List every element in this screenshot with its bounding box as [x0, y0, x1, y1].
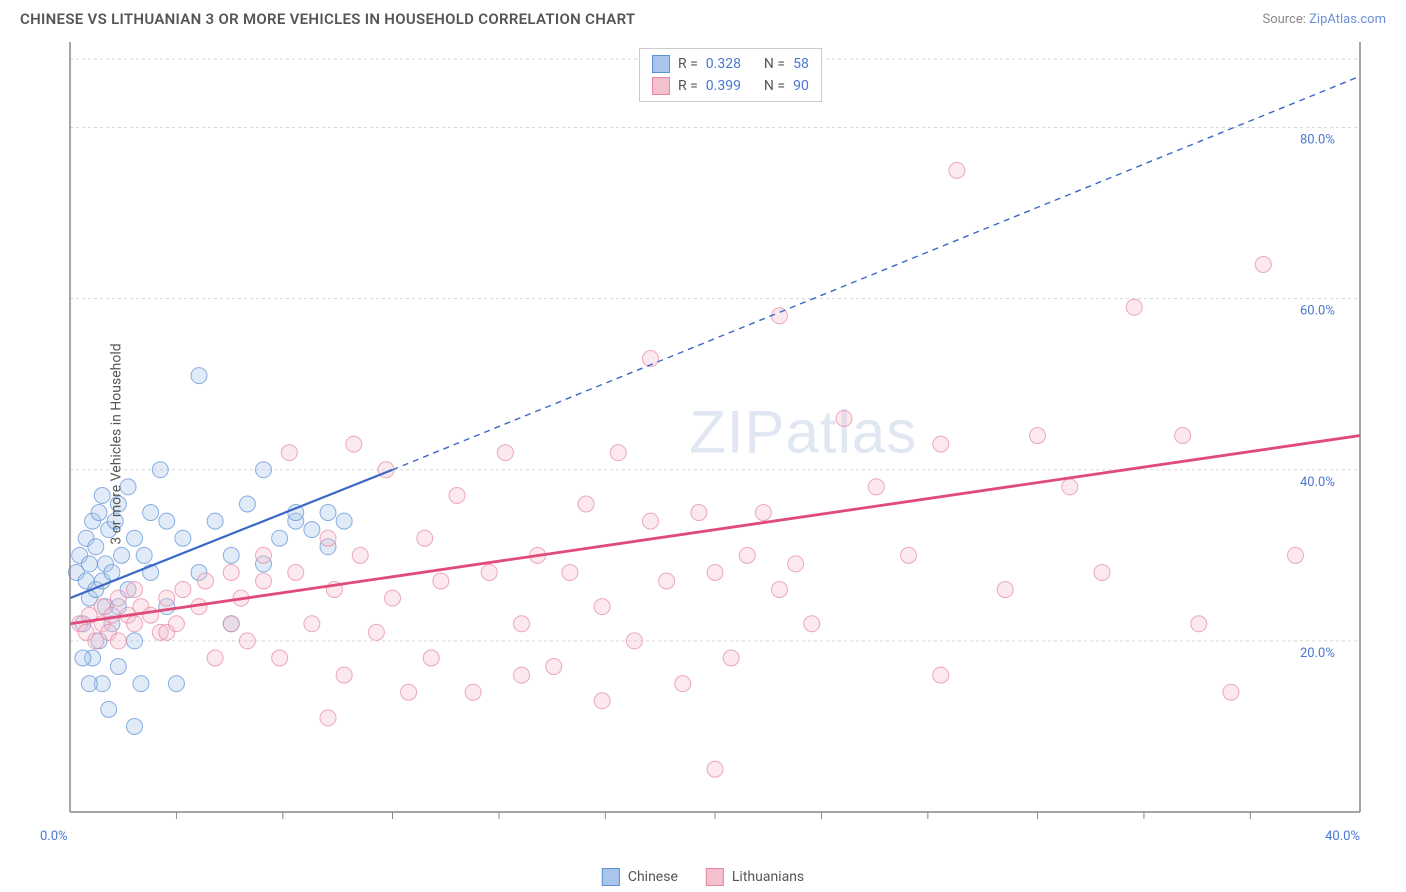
source-prefix: Source: — [1262, 12, 1309, 27]
legend-n-value: 58 — [793, 56, 809, 72]
chart-title: CHINESE VS LITHUANIAN 3 OR MORE VEHICLES… — [20, 10, 635, 28]
legend-r-label: R = — [678, 56, 698, 72]
series-legend-item: Lithuanians — [706, 868, 804, 886]
legend-n-label: N = — [764, 56, 785, 72]
y-axis-label: 3 or more Vehicles in Household — [109, 343, 125, 544]
source-link[interactable]: ZipAtlas.com — [1309, 12, 1386, 27]
legend-r-value: 0.328 — [706, 56, 741, 72]
source-attribution: Source: ZipAtlas.com — [1262, 12, 1386, 27]
chart-area: 3 or more Vehicles in Household 20.0% 40.… — [20, 34, 1386, 854]
svg-text:ZIPatlas: ZIPatlas — [689, 399, 917, 466]
legend-swatch — [706, 868, 724, 886]
chart-header: CHINESE VS LITHUANIAN 3 OR MORE VEHICLES… — [0, 0, 1406, 34]
svg-text:60.0%: 60.0% — [1300, 304, 1335, 319]
correlation-legend: R = 0.328 N = 58 R = 0.399 N = 90 — [639, 48, 822, 102]
legend-swatch — [652, 77, 670, 95]
legend-n-label: N = — [764, 78, 785, 94]
legend-row: R = 0.328 N = 58 — [652, 53, 809, 75]
legend-swatch — [602, 868, 620, 886]
legend-n-value: 90 — [793, 78, 809, 94]
series-legend-item: Chinese — [602, 868, 678, 886]
svg-text:20.0%: 20.0% — [1300, 646, 1335, 661]
series-legend: Chinese Lithuanians — [602, 868, 804, 886]
svg-text:0.0%: 0.0% — [40, 829, 68, 844]
legend-r-label: R = — [678, 78, 698, 94]
legend-row: R = 0.399 N = 90 — [652, 75, 809, 97]
scatter-chart: 20.0% 40.0% 60.0% 80.0% ZIPatlas 0.0% 40.0% — [20, 34, 1386, 854]
svg-text:80.0%: 80.0% — [1300, 133, 1335, 148]
svg-text:40.0%: 40.0% — [1325, 829, 1360, 844]
series-legend-label: Lithuanians — [732, 869, 804, 885]
legend-swatch — [652, 55, 670, 73]
svg-text:40.0%: 40.0% — [1300, 475, 1335, 490]
series-legend-label: Chinese — [628, 869, 678, 885]
legend-r-value: 0.399 — [706, 78, 741, 94]
